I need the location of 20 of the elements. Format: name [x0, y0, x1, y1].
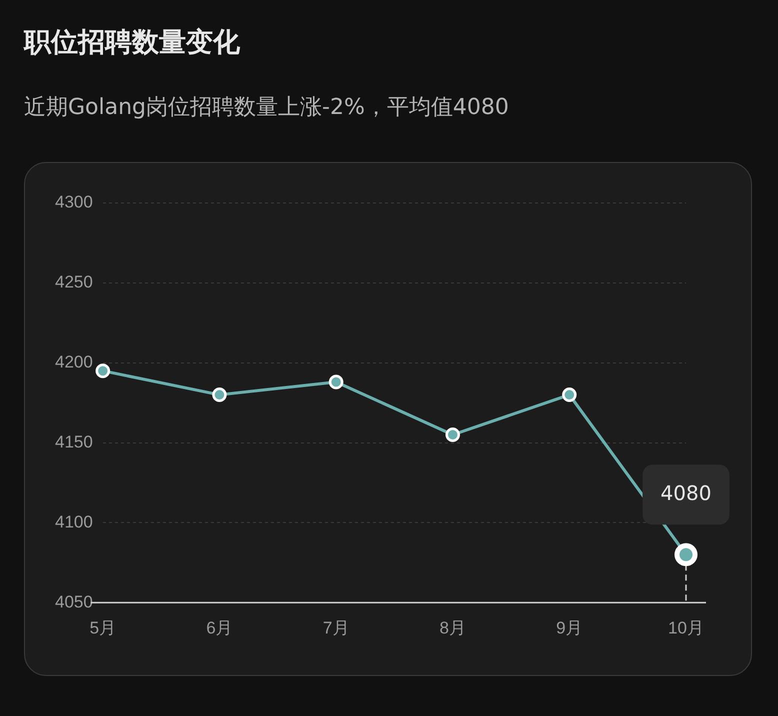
- annotation: 4080: [660, 480, 712, 505]
- x-tick-label: 7月: [322, 618, 350, 638]
- chart-subtitle: 近期Golang岗位招聘数量上涨-2%，平均值4080: [24, 94, 509, 122]
- point: [562, 388, 577, 402]
- point: [96, 364, 110, 378]
- y-tick-label: 4250: [54, 272, 93, 292]
- x-tick-label: 6月: [206, 618, 233, 638]
- x-tick-label: 10月: [668, 618, 704, 638]
- y-tick-label: 4200: [54, 352, 93, 372]
- x-tick-label: 8月: [439, 618, 466, 638]
- y-tick-label: 4100: [54, 512, 93, 532]
- chart-title: 职位招聘数量变化: [24, 26, 240, 60]
- x-tick-label: 9月: [556, 618, 583, 638]
- y-tick-label: 4050: [54, 592, 93, 612]
- y-tick-label: 4300: [54, 192, 93, 212]
- x-tick-label: 5月: [90, 618, 116, 638]
- y-tick-label: 4150: [54, 432, 93, 452]
- point: [445, 428, 460, 442]
- point: [328, 374, 344, 390]
- point: [212, 388, 227, 402]
